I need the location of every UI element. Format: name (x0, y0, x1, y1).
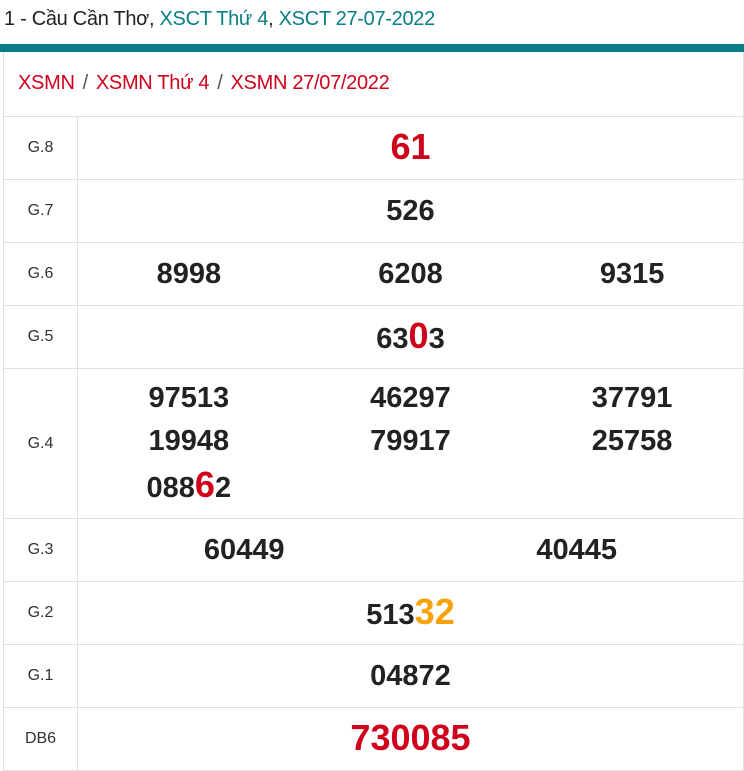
digits: 04872 (370, 659, 451, 692)
prize-row: G.1 04872 (3, 644, 744, 708)
digits: 97513 (148, 382, 230, 414)
prize-label: DB6 (3, 707, 78, 771)
prize-row: G.3 60449 40445 (3, 518, 744, 582)
highlighted-digits: 61 (390, 125, 431, 167)
digits: 526 (386, 194, 435, 227)
highlighted-digits: 0 (408, 314, 429, 356)
xsct-date-link[interactable]: XSCT 27-07-2022 (278, 8, 436, 30)
result-number: 51332 (78, 590, 743, 637)
result-number: 37791 (521, 377, 743, 420)
title-prefix: 1 - Cầu Cần Thơ, (4, 8, 160, 30)
prize-row: DB6 730085 (3, 707, 744, 771)
digits: 60449 (203, 533, 285, 566)
prize-numbers: 526 (77, 179, 744, 243)
result-number: 19948 (78, 420, 300, 463)
result-number: 97513 (78, 377, 300, 420)
result-number: 61 (78, 125, 743, 172)
digits: 79917 (370, 425, 451, 457)
highlighted-digits: 32 (414, 590, 455, 632)
prize-row: G.4 97513 46297 37791 19948 79917 25758 08862 (3, 368, 744, 519)
prize-row: G.2 51332 (3, 581, 744, 645)
prize-label: G.7 (3, 179, 78, 243)
breadcrumb: XSMN / XSMN Thứ 4 / XSMN 27/07/2022 (3, 52, 744, 116)
results-table: G.8 61 G.7 526 G.6 8998 6208 9315 G.5 6303 G.4 9751… (3, 116, 744, 771)
digits: 513 (366, 598, 415, 631)
result-number: 60449 (78, 529, 411, 572)
prize-numbers: 97513 46297 37791 19948 79917 25758 08862 (77, 368, 744, 519)
xsct-weekday-link[interactable]: XSCT Thứ 4 (159, 8, 269, 30)
header-divider (0, 44, 744, 52)
digits: 9315 (599, 257, 665, 290)
prize-row: G.6 8998 6208 9315 (3, 242, 744, 306)
result-number: 25758 (521, 420, 743, 463)
prize-label: G.2 (3, 581, 78, 645)
digits: 3 (428, 322, 445, 355)
prize-row: G.5 6303 (3, 305, 744, 369)
digits: 63 (376, 322, 409, 355)
prize-numbers: 8998 6208 9315 (77, 242, 744, 306)
result-number: 8998 (78, 253, 300, 296)
prize-label: G.8 (3, 116, 78, 180)
result-number: 9315 (521, 253, 743, 296)
breadcrumb-xsmn-date[interactable]: XSMN 27/07/2022 (230, 72, 390, 94)
title-comma: , (268, 8, 279, 30)
result-number: 730085 (78, 716, 743, 763)
highlighted-digits: 730085 (350, 716, 471, 758)
result-number: 79917 (300, 420, 522, 463)
digits: 088 (146, 472, 195, 504)
prize-label: G.6 (3, 242, 78, 306)
prize-numbers: 6303 (77, 305, 744, 369)
prize-numbers: 730085 (77, 707, 744, 771)
digits: 37791 (591, 382, 673, 414)
result-number: 6303 (78, 314, 743, 361)
prize-label: G.4 (3, 368, 78, 519)
highlighted-digits: 6 (194, 464, 215, 505)
result-number: 04872 (78, 655, 743, 698)
prize-numbers: 04872 (77, 644, 744, 708)
breadcrumb-xsmn[interactable]: XSMN (18, 72, 75, 94)
breadcrumb-xsmn-weekday[interactable]: XSMN Thứ 4 (95, 72, 210, 94)
result-number: 6208 (300, 253, 522, 296)
breadcrumb-separator: / (82, 72, 89, 94)
page-title: 1 - Cầu Cần Thơ, XSCT Thứ 4, XSCT 27-07-… (4, 8, 435, 31)
prize-row: G.7 526 (3, 179, 744, 243)
digits: 8998 (156, 257, 222, 290)
prize-numbers: 61 (77, 116, 744, 180)
digits: 40445 (536, 533, 618, 566)
breadcrumb-separator: / (217, 72, 223, 94)
result-number: 46297 (300, 377, 522, 420)
prize-numbers: 60449 40445 (77, 518, 744, 582)
digits: 25758 (591, 425, 673, 457)
digits: 2 (214, 472, 232, 504)
prize-numbers: 51332 (77, 581, 744, 645)
prize-label: G.5 (3, 305, 78, 369)
prize-label: G.3 (3, 518, 78, 582)
result-number: 08862 (78, 463, 300, 510)
prize-row: G.8 61 (3, 116, 744, 180)
prize-label: G.1 (3, 644, 78, 708)
digits: 6208 (378, 257, 443, 290)
digits: 19948 (148, 425, 230, 457)
digits: 46297 (370, 382, 451, 414)
result-number: 40445 (411, 529, 744, 572)
result-number: 526 (78, 190, 743, 233)
